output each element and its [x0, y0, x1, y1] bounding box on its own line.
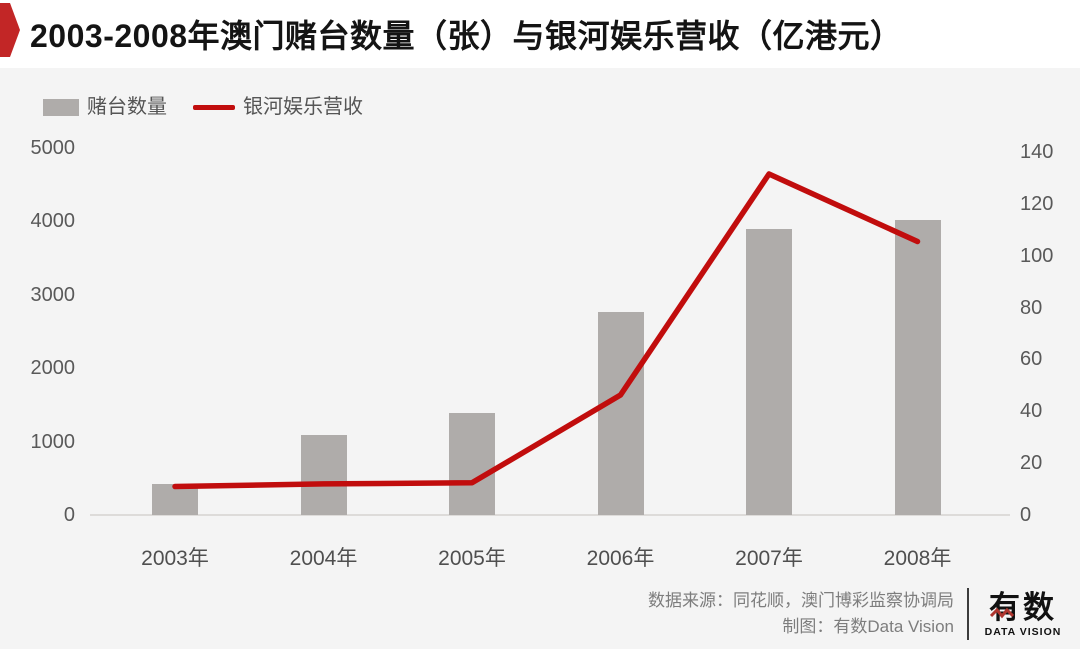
- y-axis-left-tick: 5000: [30, 137, 76, 159]
- x-axis-label: 2006年: [586, 547, 655, 570]
- y-axis-right-tick: 120: [1020, 192, 1054, 215]
- x-axis-label: 2004年: [289, 547, 358, 570]
- legend-item-tables: 赌台数量: [43, 96, 167, 118]
- x-axis-line: [90, 514, 1010, 516]
- footer-text: 数据来源：同花顺，澳门博彩监察协调局 制图：有数Data Vision: [648, 588, 954, 640]
- y-axis-right-tick: 20: [1020, 452, 1043, 475]
- table-count-bar: [894, 220, 941, 515]
- page-title: 2003-2008年澳门赌台数量（张）与银河娱乐营收（亿港元）: [30, 18, 903, 54]
- table-count-bar: [746, 228, 792, 515]
- y-axis-right-tick: 0: [1020, 504, 1032, 526]
- y-axis-right-tick: 140: [1020, 141, 1054, 163]
- table-count-bar: [597, 312, 644, 515]
- y-axis-left-tick: 1000: [30, 430, 76, 453]
- table-count-bar: [449, 413, 495, 515]
- legend: 赌台数量 银河娱乐营收: [43, 96, 363, 118]
- chart-area: 赌台数量 银河娱乐营收 数据来源：同花顺，澳门博彩监察协调局 制图：有数Data…: [0, 68, 1080, 649]
- y-axis-left-tick: 0: [63, 504, 75, 526]
- y-axis-right-tick: 60: [1020, 348, 1043, 371]
- logo-zigzag-icon: [990, 607, 1014, 618]
- data-source-line: 数据来源：同花顺，澳门博彩监察协调局: [648, 591, 954, 610]
- footer: 数据来源：同花顺，澳门博彩监察协调局 制图：有数Data Vision 有数 D…: [648, 588, 1064, 640]
- legend-item-revenue: 银河娱乐营收: [193, 96, 363, 118]
- legend-label-revenue: 银河娱乐营收: [243, 96, 363, 118]
- revenue-line: [172, 171, 921, 490]
- x-axis-label: 2008年: [883, 547, 952, 570]
- y-axis-left-tick: 3000: [30, 283, 76, 306]
- x-axis-label: 2007年: [735, 547, 803, 570]
- x-axis-label: 2005年: [438, 547, 506, 570]
- y-axis-right-tick: 100: [1020, 244, 1054, 267]
- logo-cn-wrap: 有数: [989, 589, 1057, 625]
- y-axis-left-tick: 2000: [30, 357, 76, 380]
- x-axis-label: 2003年: [141, 547, 209, 570]
- y-axis-left-tick: 4000: [30, 210, 76, 233]
- bar-swatch-icon: [43, 98, 79, 116]
- credit-line: 制图：有数Data Vision: [782, 617, 954, 636]
- table-count-bar: [300, 434, 347, 515]
- title-bar: 2003-2008年澳门赌台数量（张）与银河娱乐营收（亿港元）: [0, 0, 1080, 68]
- y-axis-right-tick: 80: [1020, 296, 1043, 319]
- footer-divider: [967, 588, 969, 640]
- legend-label-tables: 赌台数量: [87, 96, 167, 118]
- y-axis-right-tick: 40: [1020, 400, 1043, 423]
- hexagon-badge-icon: [0, 3, 20, 57]
- logo-text: 有数: [989, 589, 1057, 625]
- table-count-bar: [152, 483, 198, 515]
- logo-subtext: DATA VISION: [984, 625, 1062, 638]
- data-vision-logo: 有数 DATA VISION: [982, 589, 1064, 638]
- line-swatch-icon: [193, 104, 235, 110]
